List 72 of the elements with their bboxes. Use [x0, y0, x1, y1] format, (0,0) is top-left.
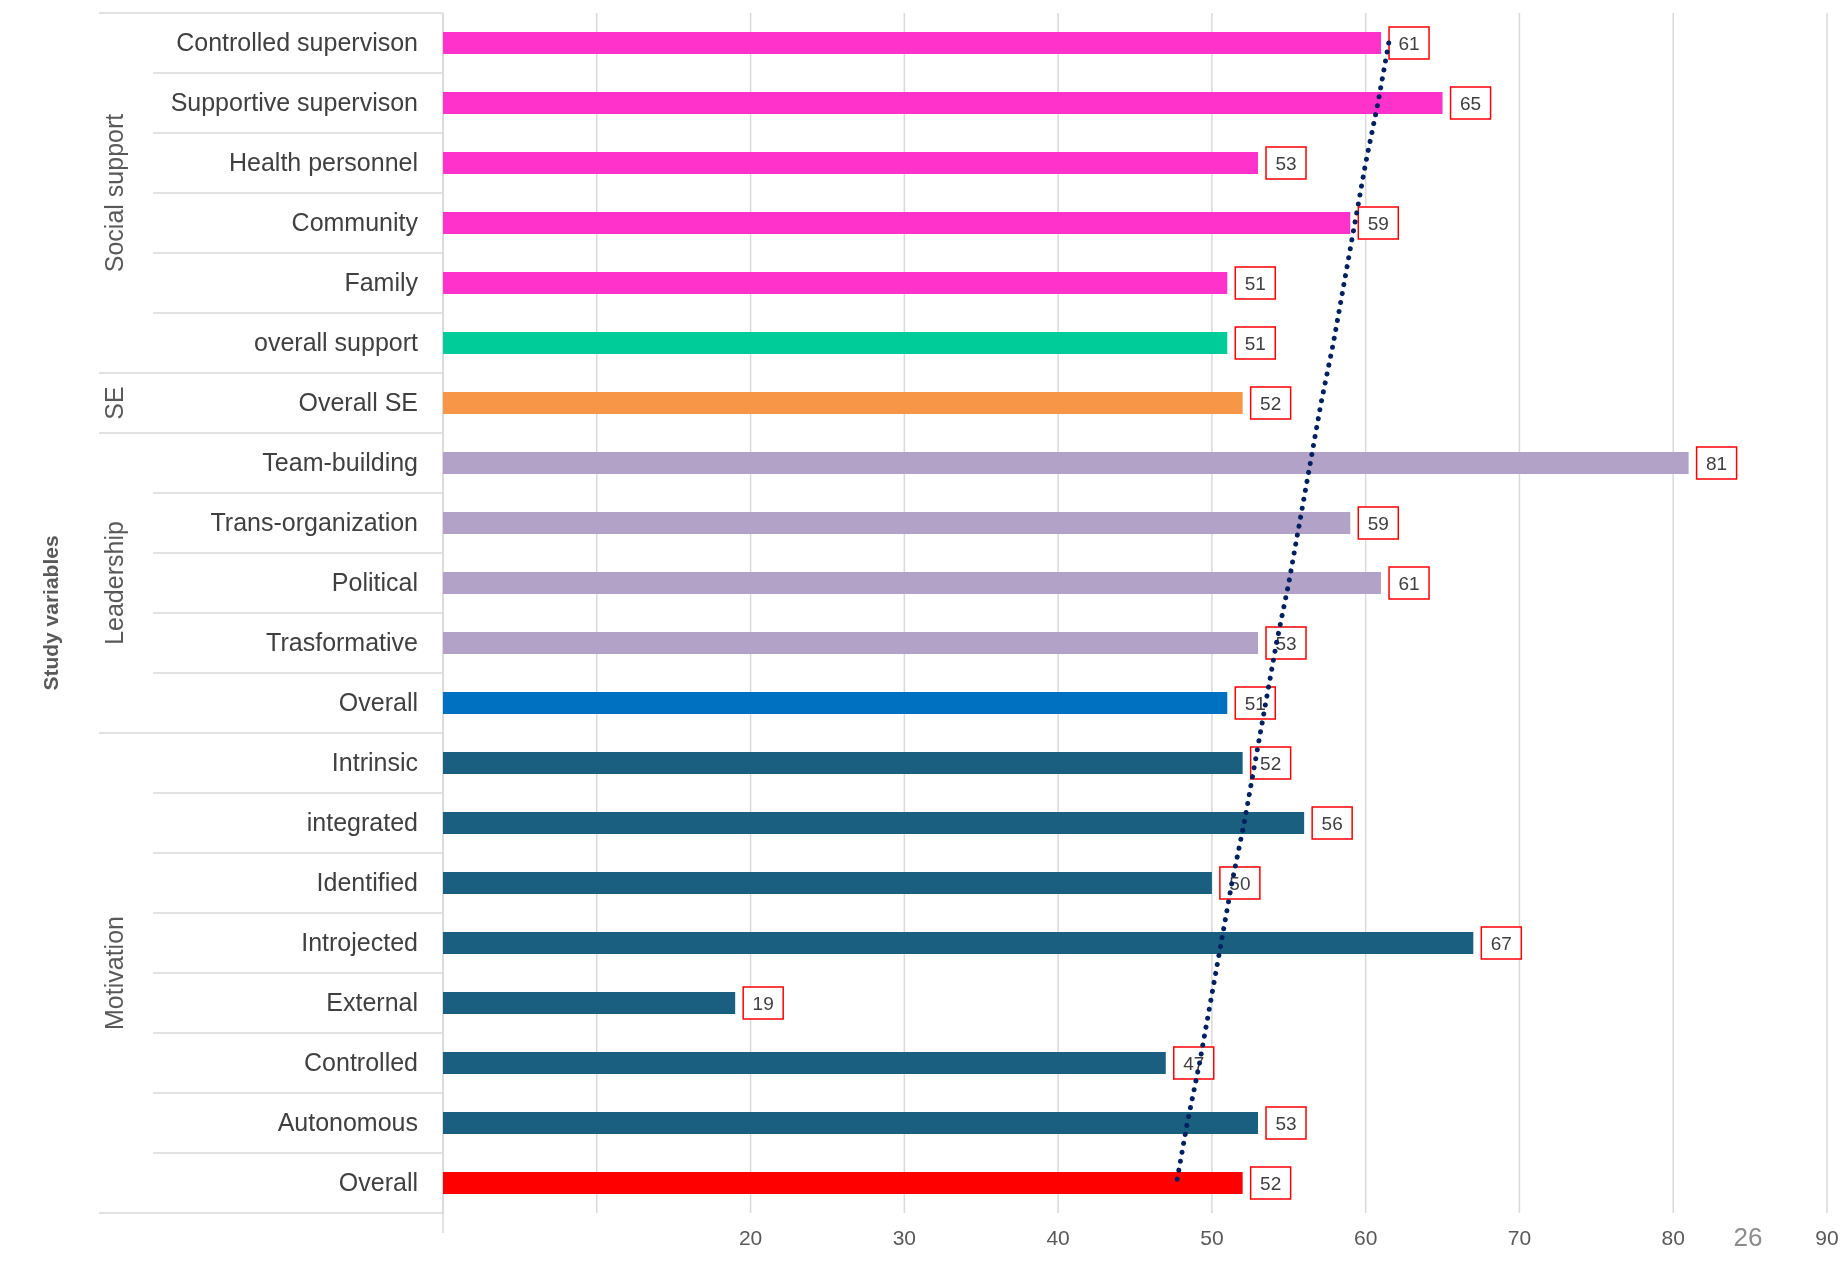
data-label: 52	[1260, 393, 1282, 414]
y-tick-label: Autonomous	[277, 1108, 418, 1136]
y-tick-label: Supportive supervison	[170, 88, 418, 116]
data-label: 65	[1459, 93, 1482, 114]
y-tick-label: Overall	[338, 1168, 418, 1196]
data-label: 52	[1260, 1173, 1282, 1194]
bar	[443, 692, 1228, 714]
data-label: 19	[752, 993, 774, 1014]
data-label: 52	[1260, 753, 1282, 774]
bar	[443, 1052, 1166, 1074]
y-tick-label: Overall	[338, 688, 418, 716]
bar	[443, 512, 1351, 534]
bar	[443, 932, 1474, 954]
data-label: 61	[1398, 33, 1420, 54]
bar	[443, 152, 1259, 174]
bar	[443, 392, 1243, 414]
data-label: 51	[1244, 273, 1266, 294]
x-tick-label: 50	[1200, 1226, 1224, 1249]
y-tick-label: overall support	[254, 328, 419, 356]
bar	[443, 212, 1351, 234]
y-tick-label: Introjected	[301, 928, 418, 956]
y-tick-label: Overall SE	[298, 388, 418, 416]
y-tick-label: External	[326, 988, 418, 1016]
bar	[443, 632, 1259, 654]
text: Leadership	[100, 521, 128, 645]
y-tick-label: Health personnel	[228, 148, 418, 176]
data-label: 81	[1706, 453, 1728, 474]
data-label: 53	[1275, 153, 1297, 174]
y-tick-label: Team-building	[262, 448, 418, 476]
x-tick-label: 40	[1046, 1226, 1070, 1249]
y-tick-label: Identified	[316, 868, 418, 896]
bar	[443, 1172, 1243, 1194]
data-label: 59	[1367, 213, 1389, 234]
text: Motivation	[100, 916, 128, 1030]
y-tick-label: Trasformative	[266, 628, 418, 656]
data-label: 50	[1229, 873, 1251, 894]
bar	[443, 452, 1689, 474]
x-tick-label: 90	[1815, 1226, 1839, 1249]
x-tick-label: 70	[1507, 1226, 1532, 1249]
x-tick-label: 80	[1661, 1226, 1685, 1249]
data-label: 59	[1367, 513, 1389, 534]
text: Study variables	[39, 535, 62, 691]
data-label: 51	[1244, 333, 1266, 354]
y-tick-label: Trans-organization	[210, 508, 418, 536]
text: Social support	[100, 113, 128, 273]
bar	[443, 1112, 1259, 1134]
bar	[443, 572, 1382, 594]
data-label: 67	[1490, 933, 1512, 954]
x-tick-label: 30	[892, 1226, 917, 1249]
data-label: 53	[1275, 1113, 1297, 1134]
data-label: 56	[1321, 813, 1343, 834]
text: SE	[100, 386, 128, 420]
bar	[443, 32, 1382, 54]
bar	[443, 92, 1443, 114]
y-tick-label: Intrinsic	[331, 748, 418, 776]
x-tick-label: 20	[738, 1226, 763, 1249]
y-tick-label: Controlled	[304, 1048, 418, 1076]
y-tick-label: integrated	[306, 808, 418, 836]
y-tick-label: Family	[344, 268, 419, 296]
bar	[443, 872, 1212, 894]
data-label: 51	[1244, 693, 1266, 714]
text: 26	[1733, 1222, 1763, 1252]
y-tick-label: Community	[291, 208, 419, 236]
bar	[443, 992, 736, 1014]
bar	[443, 272, 1228, 294]
x-tick-label: 60	[1353, 1226, 1378, 1249]
bar	[443, 332, 1228, 354]
y-tick-label: Controlled supervison	[176, 28, 418, 56]
data-label: 61	[1398, 573, 1420, 594]
bar	[443, 752, 1243, 774]
y-tick-label: Political	[331, 568, 418, 596]
bar	[443, 812, 1305, 834]
